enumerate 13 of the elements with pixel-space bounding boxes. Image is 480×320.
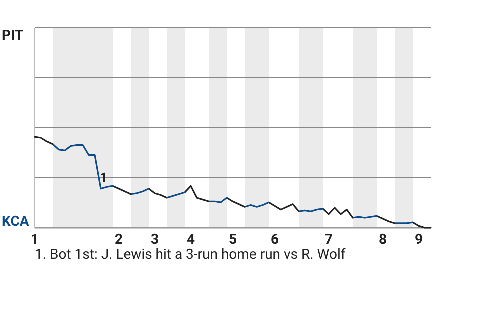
x-tick-label: 4: [186, 232, 196, 248]
x-tick-label: 6: [270, 232, 280, 248]
text: KCA: [2, 214, 30, 230]
text: PIT: [2, 28, 24, 44]
annotation: 1: [100, 170, 108, 186]
x-tick-label: 5: [228, 232, 238, 248]
text: 1. Bot 1st: J. Lewis hit a 3-run home run vs R. Wolf: [35, 247, 346, 263]
x-tick-label: 2: [114, 232, 124, 248]
x-tick-label: 3: [150, 232, 160, 248]
x-tick-label: 8: [378, 232, 388, 248]
x-tick-label: 1: [30, 232, 40, 248]
x-tick-label: 9: [414, 232, 424, 248]
x-tick-label: 7: [324, 232, 334, 248]
